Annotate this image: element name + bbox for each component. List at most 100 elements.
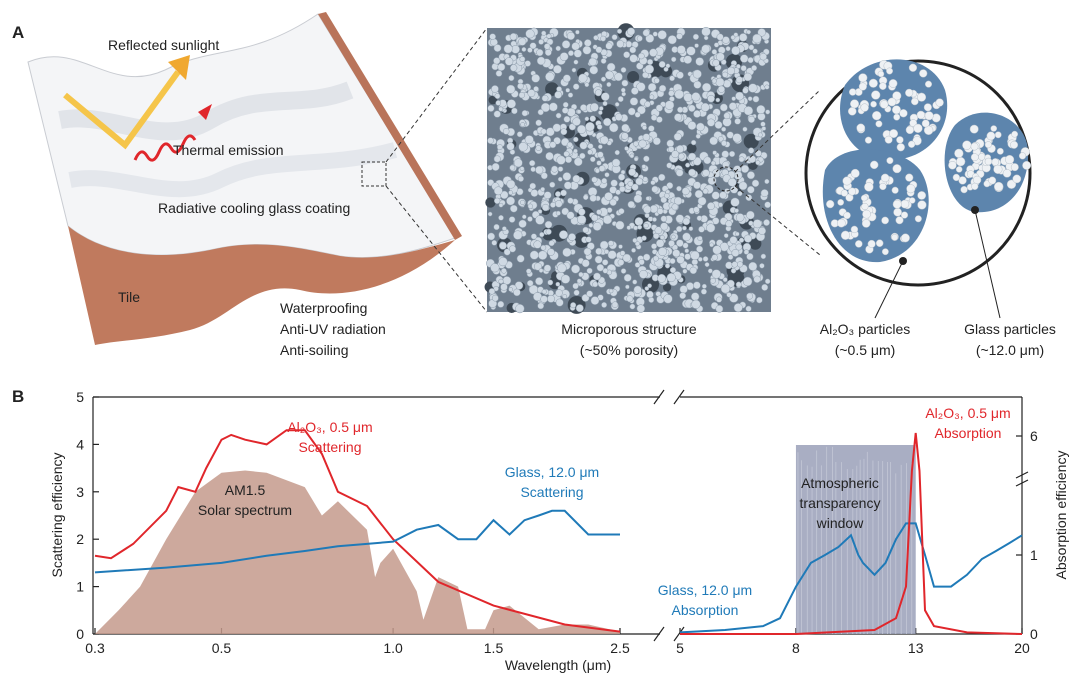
grain bbox=[643, 205, 652, 214]
grain bbox=[493, 110, 501, 118]
grain bbox=[510, 64, 518, 72]
grain bbox=[653, 77, 660, 84]
grain bbox=[674, 89, 684, 100]
series-label: Scattering bbox=[298, 439, 361, 455]
nanoparticle bbox=[870, 100, 877, 108]
grain bbox=[555, 45, 561, 52]
nanoparticle bbox=[850, 168, 860, 178]
grain bbox=[629, 303, 636, 310]
grain bbox=[670, 234, 676, 240]
grain bbox=[742, 126, 748, 132]
grain bbox=[506, 179, 516, 189]
grain bbox=[719, 191, 727, 199]
grain bbox=[620, 268, 627, 274]
grain bbox=[657, 30, 667, 40]
grain bbox=[759, 263, 765, 269]
grain bbox=[524, 135, 534, 145]
nanoparticle bbox=[955, 156, 966, 167]
grain bbox=[614, 149, 620, 156]
grain bbox=[722, 277, 728, 283]
grain bbox=[571, 67, 577, 73]
grain bbox=[616, 40, 625, 48]
grain bbox=[642, 71, 649, 79]
nanoparticle bbox=[986, 131, 996, 141]
nanoparticle bbox=[921, 119, 930, 128]
grain bbox=[643, 155, 650, 163]
grain bbox=[596, 263, 605, 272]
grain bbox=[529, 160, 536, 167]
x-axis-label: Wavelength (μm) bbox=[505, 657, 611, 673]
pore bbox=[686, 143, 697, 154]
grain bbox=[564, 156, 573, 164]
panel-label: B bbox=[12, 387, 24, 406]
grain bbox=[694, 189, 704, 199]
panel-label: A bbox=[12, 23, 24, 42]
grain bbox=[656, 207, 664, 215]
nanoparticle bbox=[850, 225, 859, 234]
grain bbox=[572, 174, 581, 183]
grain bbox=[621, 123, 630, 132]
grain bbox=[635, 177, 644, 186]
grain bbox=[537, 109, 544, 116]
grain bbox=[543, 264, 552, 272]
grain bbox=[589, 102, 599, 112]
grain bbox=[682, 217, 691, 226]
grain bbox=[722, 36, 730, 44]
nanoparticle bbox=[952, 173, 960, 182]
grain bbox=[511, 45, 520, 54]
grain bbox=[614, 102, 620, 107]
nanoparticle bbox=[971, 182, 979, 190]
grain bbox=[545, 72, 555, 82]
grain bbox=[567, 92, 574, 98]
grain bbox=[634, 111, 641, 118]
grain bbox=[676, 45, 686, 55]
grain bbox=[712, 150, 717, 156]
grain bbox=[660, 196, 668, 204]
grain bbox=[748, 261, 758, 271]
grain bbox=[547, 294, 555, 303]
nanoparticle bbox=[990, 125, 998, 132]
grain bbox=[595, 247, 603, 255]
nanoparticle bbox=[1011, 130, 1019, 138]
grain bbox=[743, 234, 753, 243]
grain bbox=[746, 210, 755, 220]
nanoparticle bbox=[875, 120, 883, 128]
grain bbox=[688, 168, 696, 177]
grain bbox=[701, 26, 711, 37]
grain bbox=[587, 143, 594, 150]
y-axis-label: Scattering efficiency bbox=[49, 452, 65, 577]
grain bbox=[752, 48, 758, 54]
nanoparticle bbox=[836, 218, 846, 228]
grain bbox=[715, 296, 723, 303]
grain bbox=[693, 281, 701, 290]
axis-break bbox=[673, 626, 685, 642]
nanoparticle bbox=[935, 98, 944, 107]
bullet: Waterproofing bbox=[280, 300, 367, 316]
grain bbox=[621, 91, 627, 97]
microporous-image bbox=[484, 23, 771, 314]
grain bbox=[672, 249, 681, 258]
grain bbox=[517, 82, 524, 90]
grain bbox=[720, 283, 731, 294]
grain bbox=[700, 102, 710, 112]
y2-tick-label: 1 bbox=[1030, 547, 1038, 563]
grain bbox=[576, 124, 587, 134]
nanoparticle bbox=[914, 215, 922, 223]
grain bbox=[495, 100, 502, 106]
grain bbox=[627, 180, 634, 187]
pore bbox=[485, 197, 496, 208]
grain bbox=[626, 295, 634, 303]
grain bbox=[707, 118, 716, 127]
grain bbox=[520, 199, 526, 205]
grain bbox=[723, 233, 729, 239]
grain bbox=[562, 101, 569, 108]
grain bbox=[740, 65, 747, 72]
nanoparticle bbox=[960, 185, 968, 194]
grain bbox=[537, 302, 545, 310]
grain bbox=[683, 92, 693, 102]
nanoparticle bbox=[900, 211, 909, 219]
grain bbox=[658, 84, 667, 93]
grain bbox=[707, 268, 713, 274]
sheet-artwork bbox=[27, 12, 488, 345]
